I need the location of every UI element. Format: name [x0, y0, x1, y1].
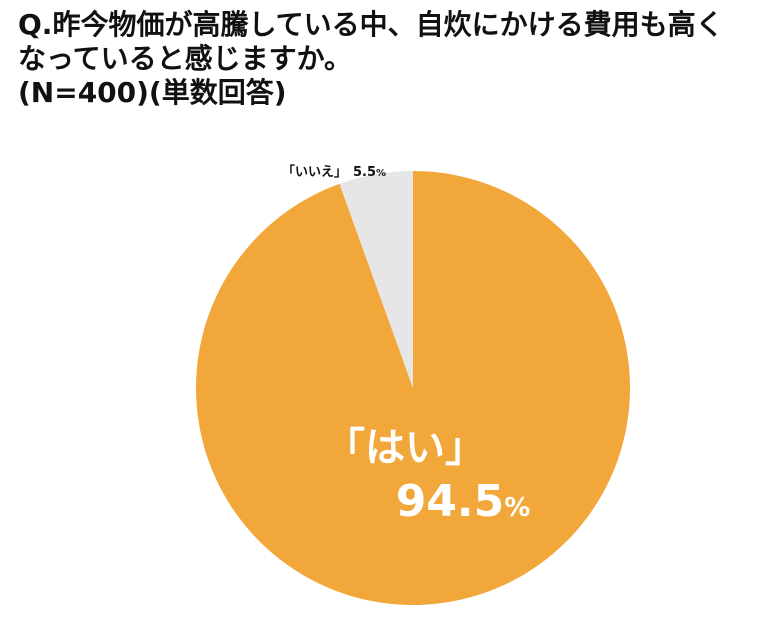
title-line-2: なっていると感じますか。: [18, 42, 353, 76]
slice-label-no-unit: %: [376, 168, 386, 179]
slice-label-yes-name: 「はい」: [325, 425, 485, 471]
pie-slice-no: [339, 171, 413, 388]
slice-label-yes: 94.5%: [396, 476, 531, 527]
slice-label-yes-value: 94.5: [396, 476, 505, 527]
title-line-1: Q.昨今物価が高騰している中、自炊にかける費用も高く: [18, 8, 724, 41]
slice-label-no: 「いいえ」 5.5%: [282, 164, 386, 180]
slice-label-no-name: 「いいえ」: [282, 164, 347, 180]
slice-label-yes-unit: %: [504, 493, 530, 523]
pie-slices: [196, 171, 630, 605]
slice-label-no-value: 5.5: [353, 165, 376, 180]
title-line-3: (N=400)(単数回答): [18, 76, 287, 110]
chart-title: Q.昨今物価が高騰している中、自炊にかける費用も高く なっていると感じますか。 …: [18, 8, 768, 110]
